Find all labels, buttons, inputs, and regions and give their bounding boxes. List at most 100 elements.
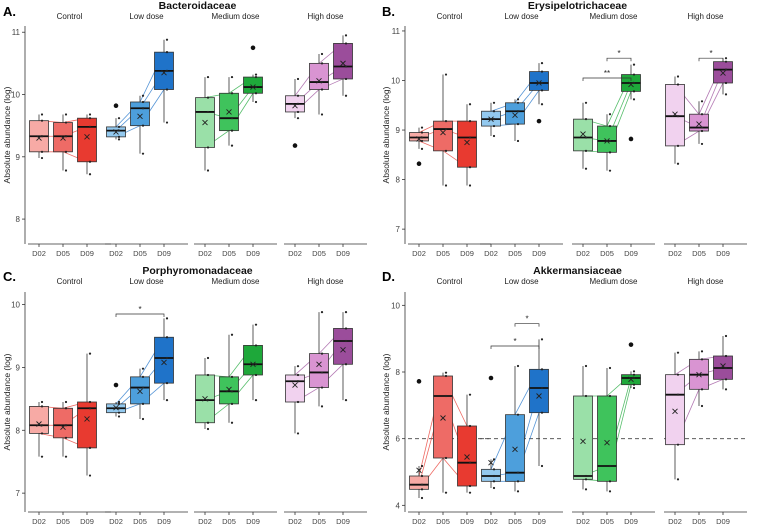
data-point xyxy=(468,393,472,396)
data-point xyxy=(724,366,728,370)
data-point xyxy=(632,373,636,376)
significance-bracket xyxy=(698,57,724,62)
x-tick-label: D05 xyxy=(56,249,70,258)
data-point xyxy=(254,75,258,79)
data-point xyxy=(468,120,472,123)
data-point xyxy=(206,356,210,360)
data-point xyxy=(296,400,300,404)
box-d02: D02 xyxy=(106,382,126,526)
data-point xyxy=(584,118,588,121)
panel-2: B. Erysipelotrichaceae Absolute abundance … xyxy=(381,0,747,258)
mean-marker xyxy=(292,382,298,388)
data-point xyxy=(296,365,300,368)
mean-marker xyxy=(440,415,446,421)
significance-label: * xyxy=(513,337,516,346)
data-point xyxy=(230,375,234,378)
data-point xyxy=(608,124,612,128)
data-point xyxy=(254,344,258,347)
data-point xyxy=(700,142,704,146)
mean-marker xyxy=(720,363,726,369)
data-point xyxy=(296,102,300,105)
data-point xyxy=(608,113,612,116)
data-point xyxy=(468,491,472,494)
box-body xyxy=(665,84,685,147)
data-point xyxy=(88,407,92,410)
mean-marker xyxy=(340,347,346,353)
mean-marker xyxy=(36,421,42,427)
data-point xyxy=(88,352,92,355)
x-tick-label: D05 xyxy=(600,249,614,258)
data-point xyxy=(632,98,636,101)
data-point xyxy=(516,101,520,104)
data-point xyxy=(206,96,210,99)
x-tick-label: D05 xyxy=(692,249,706,258)
facet-label: Low dose xyxy=(504,12,539,21)
data-point xyxy=(676,373,680,376)
data-point xyxy=(40,424,44,427)
facet-high-dose: High dose D02 D05 D09 xyxy=(284,277,367,526)
data-point xyxy=(320,311,324,314)
data-point xyxy=(254,323,258,326)
box-body xyxy=(77,401,97,449)
data-point xyxy=(468,103,472,106)
data-point xyxy=(516,364,520,368)
y-tick-label: 7 xyxy=(396,225,401,234)
data-point xyxy=(117,117,121,120)
mean-marker xyxy=(672,111,678,118)
data-point xyxy=(540,62,544,65)
data-point xyxy=(320,62,324,65)
facet-medium-dose: Medium dose D02 D05 D09 xyxy=(194,12,277,258)
data-point xyxy=(676,83,680,86)
box-d02: D02 xyxy=(573,364,593,526)
data-point xyxy=(230,117,234,120)
box-d05: D05 xyxy=(130,94,150,258)
mean-marker xyxy=(580,438,586,445)
data-point xyxy=(492,134,496,138)
data-point xyxy=(516,123,520,126)
x-tick-label: D05 xyxy=(436,249,450,258)
data-point xyxy=(117,125,121,129)
data-point xyxy=(165,336,169,339)
data-point xyxy=(165,382,169,385)
x-tick-label: D02 xyxy=(412,517,426,526)
data-point xyxy=(540,70,544,73)
data-point xyxy=(608,480,612,483)
box-body xyxy=(243,345,263,376)
data-point xyxy=(320,386,324,389)
data-point xyxy=(296,117,300,120)
facet-control: Control D02 D05 D09 xyxy=(408,277,491,526)
data-point xyxy=(492,480,496,483)
box-body xyxy=(433,375,453,459)
outlier-point xyxy=(628,342,634,347)
data-point xyxy=(444,73,448,76)
data-point xyxy=(724,60,728,63)
box-body xyxy=(53,122,73,153)
data-point xyxy=(64,455,68,458)
box-d05: D05 xyxy=(689,350,709,526)
data-point xyxy=(444,456,448,460)
panel-title: Porphyromonadaceae xyxy=(142,265,252,277)
x-tick-label: D09 xyxy=(80,517,94,526)
facet-label: Medium dose xyxy=(589,277,638,286)
data-point xyxy=(444,120,448,123)
box-d05: D05 xyxy=(219,75,239,258)
data-point xyxy=(724,378,728,381)
data-point xyxy=(444,491,448,494)
data-point xyxy=(584,136,588,139)
box-d02: D02 xyxy=(285,365,305,526)
data-point xyxy=(254,92,258,95)
box-d05: D05 xyxy=(309,52,329,258)
box-d09: D09 xyxy=(243,45,263,258)
mean-marker xyxy=(604,439,610,446)
data-point xyxy=(40,156,44,160)
data-point xyxy=(608,366,612,370)
data-point xyxy=(206,110,210,114)
mean-marker xyxy=(536,393,542,399)
data-point xyxy=(724,334,728,338)
data-point xyxy=(40,113,44,116)
y-axis-label: Absolute abundance (log) xyxy=(2,353,12,450)
y-tick-label: 7 xyxy=(16,489,21,498)
mean-marker xyxy=(416,136,422,142)
data-point xyxy=(632,370,636,373)
